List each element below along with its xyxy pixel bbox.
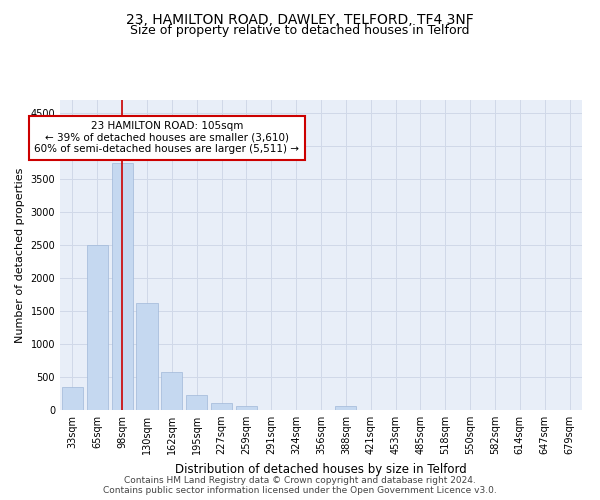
Y-axis label: Number of detached properties: Number of detached properties (15, 168, 25, 342)
X-axis label: Distribution of detached houses by size in Telford: Distribution of detached houses by size … (175, 462, 467, 475)
Bar (62, 387, 83, 410)
Bar (335, 406, 356, 410)
Text: Contains public sector information licensed under the Open Government Licence v3: Contains public sector information licen… (103, 486, 497, 495)
Bar (87, 245, 108, 410)
Bar (211, 404, 232, 410)
Bar (186, 395, 207, 410)
Bar (136, 303, 158, 410)
Bar (161, 372, 182, 410)
Text: Size of property relative to detached houses in Telford: Size of property relative to detached ho… (130, 24, 470, 37)
Text: Contains HM Land Registry data © Crown copyright and database right 2024.: Contains HM Land Registry data © Crown c… (124, 476, 476, 485)
Bar (112, 162, 133, 410)
Text: 23 HAMILTON ROAD: 105sqm
← 39% of detached houses are smaller (3,610)
60% of sem: 23 HAMILTON ROAD: 105sqm ← 39% of detach… (34, 121, 299, 154)
Bar (236, 406, 257, 410)
Text: 23, HAMILTON ROAD, DAWLEY, TELFORD, TF4 3NF: 23, HAMILTON ROAD, DAWLEY, TELFORD, TF4 … (126, 12, 474, 26)
